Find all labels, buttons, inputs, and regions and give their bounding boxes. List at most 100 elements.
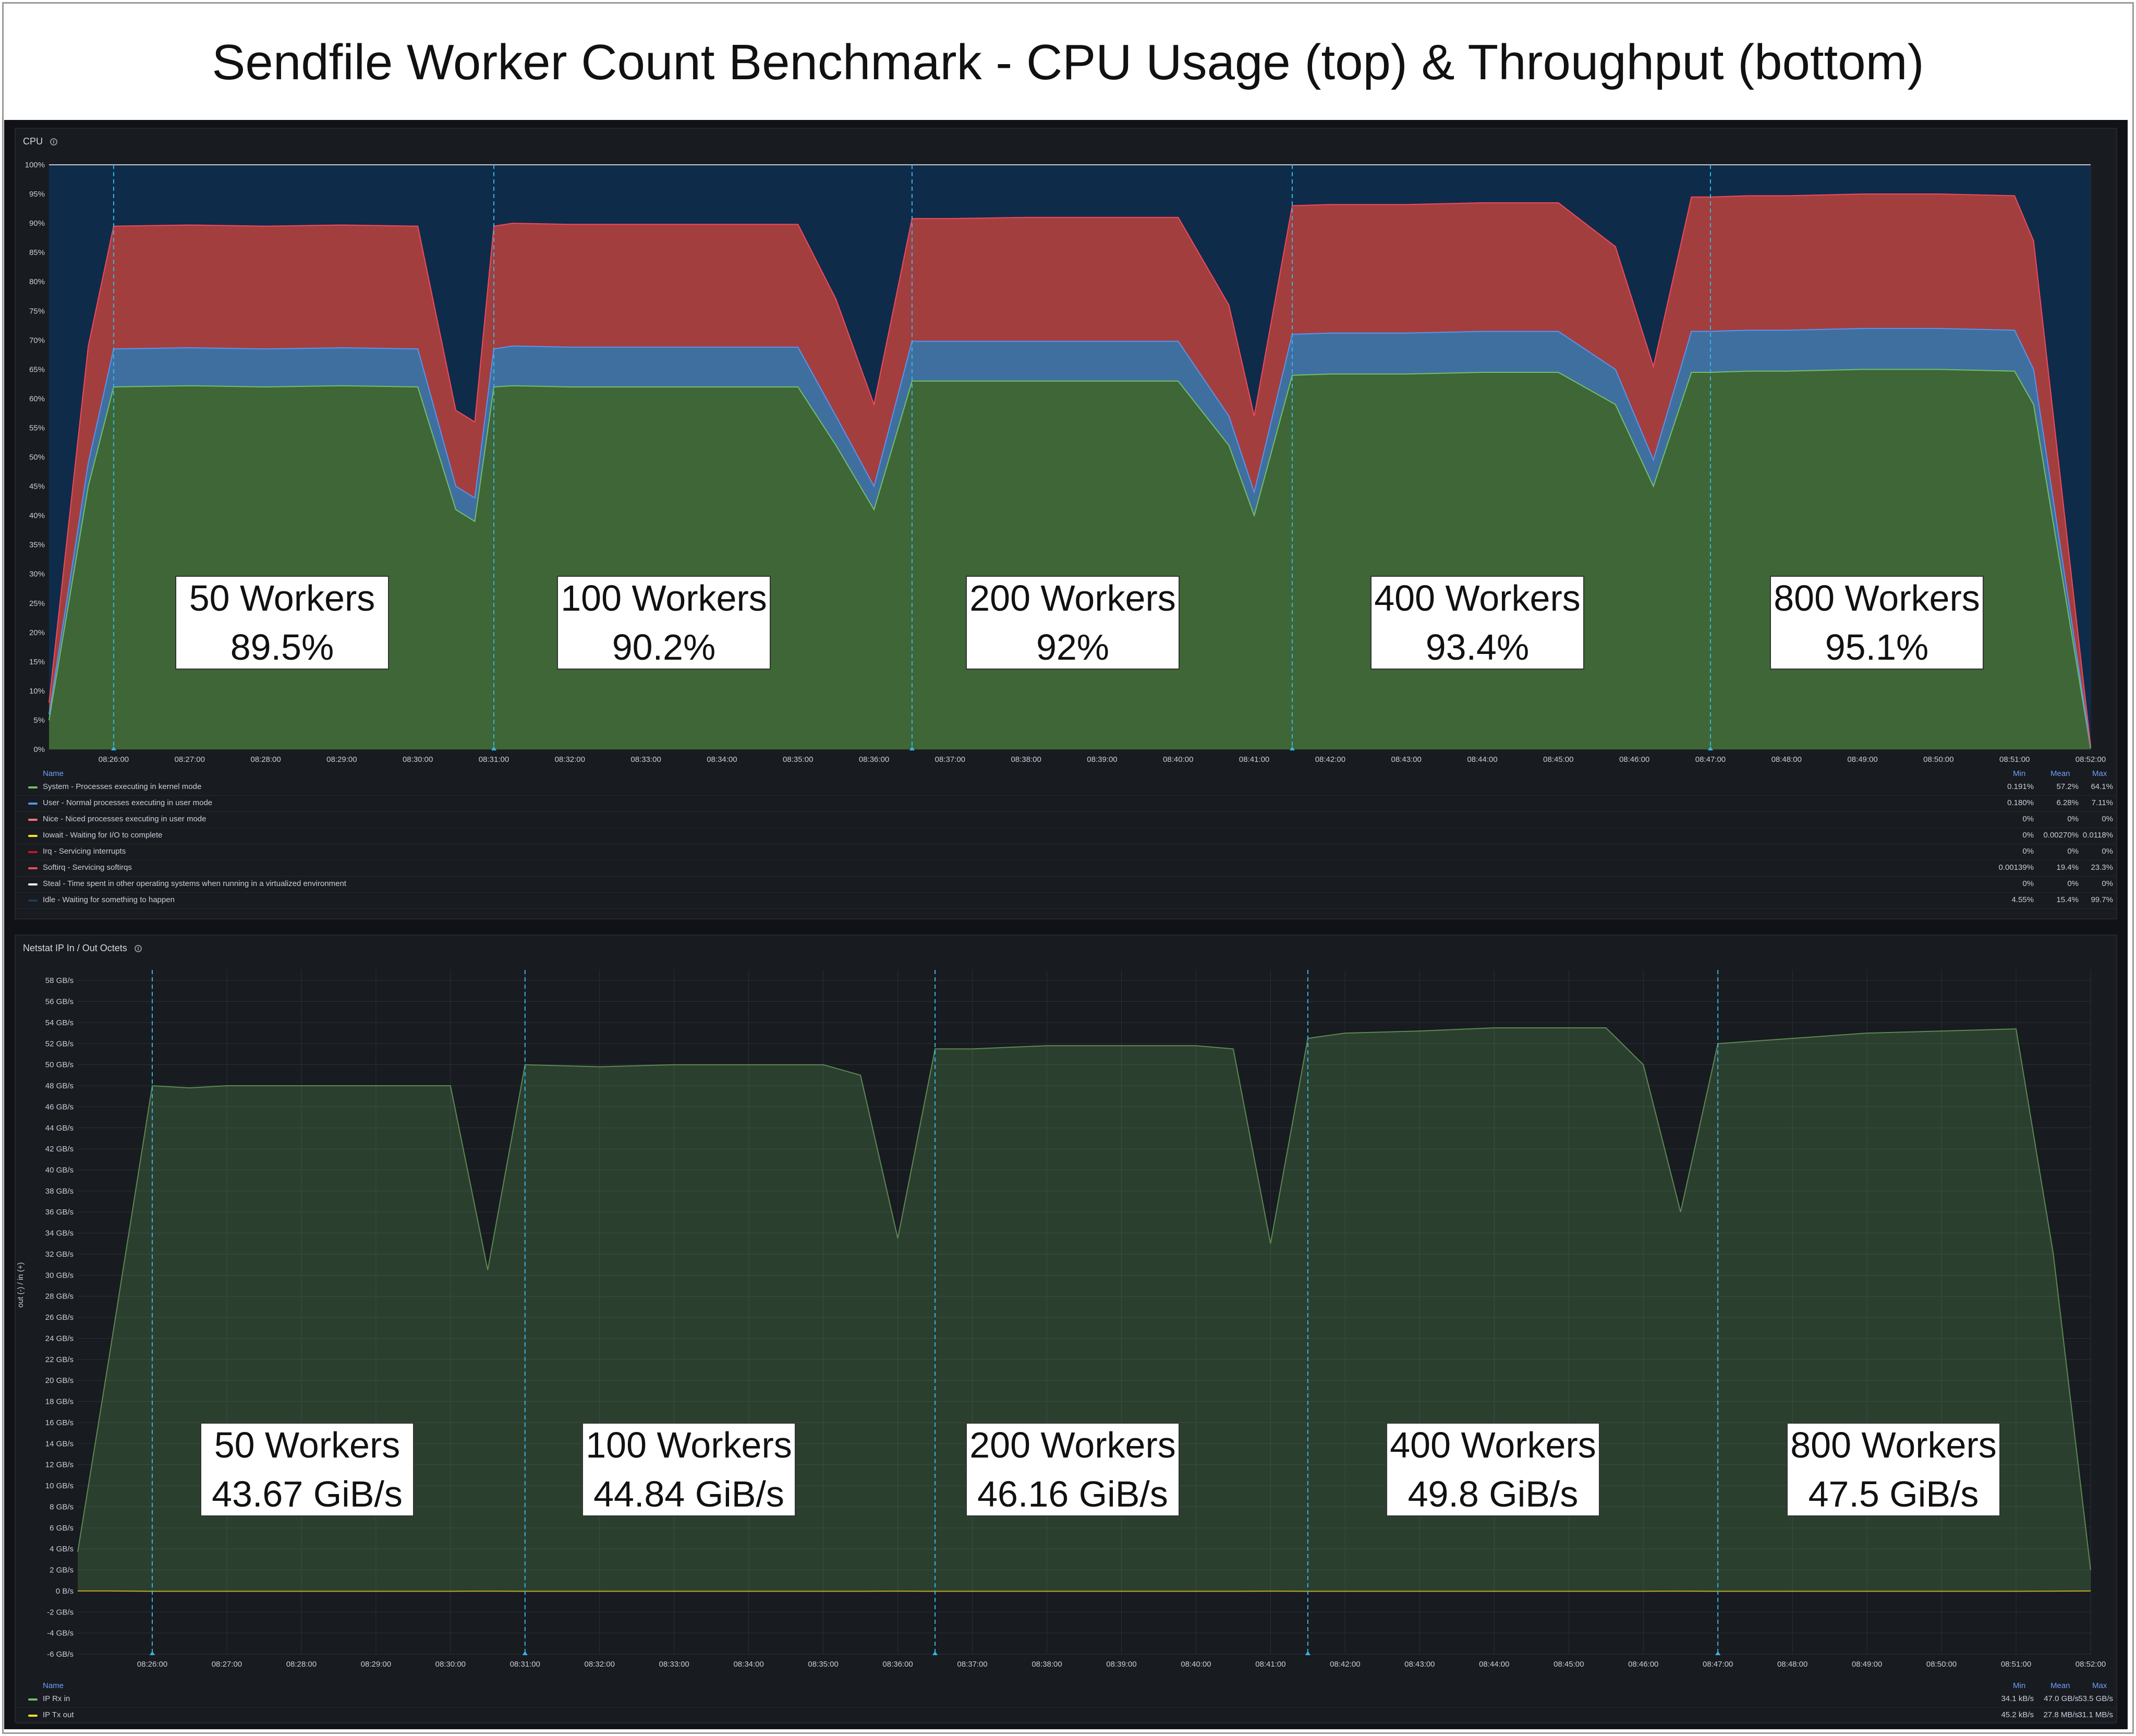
legend-item[interactable]: IP Rx in 34.1 kB/s 47.0 GB/s 53.5 GB/s: [16, 1692, 2116, 1708]
y-tick-label: 50%: [29, 453, 45, 462]
legend-item[interactable]: Irq - Servicing interrupts 0% 0% 0%: [16, 844, 2116, 860]
legend-label: Softirq - Servicing softirqs: [43, 863, 132, 872]
x-tick-label: 08:52:00: [2076, 755, 2106, 764]
x-tick-label: 08:39:00: [1087, 755, 1117, 764]
legend-mean-value: 0.00270%: [2043, 831, 2079, 840]
legend-item[interactable]: Softirq - Servicing softirqs 0.00139% 19.4…: [16, 860, 2116, 877]
legend-mean-header[interactable]: Mean: [2050, 1681, 2070, 1690]
series-line: [48, 327, 2091, 747]
y-tick-label: 34 GB/s: [45, 1229, 74, 1238]
legend-min-header[interactable]: Min: [2013, 1681, 2026, 1690]
cpu-panel-header[interactable]: CPU: [23, 136, 58, 147]
x-tick-label: 08:26:00: [99, 755, 129, 764]
legend-item[interactable]: Nice - Niced processes executing in user…: [16, 812, 2116, 828]
legend-mean-value: 47.0 GB/s: [2044, 1694, 2079, 1703]
legend-item[interactable]: System - Processes executing in kernel m…: [16, 780, 2116, 796]
y-tick-label: 22 GB/s: [45, 1355, 74, 1364]
figure-title: Sendfile Worker Count Benchmark - CPU Us…: [212, 34, 1924, 90]
x-tick-label: 08:51:00: [1999, 755, 2030, 764]
legend-min-header[interactable]: Min: [2013, 769, 2026, 778]
legend-max-header[interactable]: Max: [2092, 769, 2107, 778]
annotation-marker[interactable]: [1715, 1651, 1721, 1655]
legend-mean-value: 0%: [2067, 879, 2079, 888]
legend-item[interactable]: Iowait - Waiting for I/O to complete 0% 0.…: [16, 828, 2116, 844]
y-tick-label: 10%: [29, 687, 45, 696]
legend-max-header[interactable]: Max: [2092, 1681, 2107, 1690]
legend-min-value: 4.55%: [2011, 895, 2034, 904]
legend-item[interactable]: IP Tx out 45.2 kB/s 27.8 MB/s 31.1 MB/s: [16, 1708, 2116, 1724]
x-tick-label: 08:48:00: [1777, 1660, 1807, 1669]
legend-mean-value: 15.4%: [2056, 895, 2079, 904]
legend-label: IP Rx in: [43, 1694, 70, 1703]
x-tick-label: 08:36:00: [882, 1660, 913, 1669]
legend-swatch: [28, 835, 38, 837]
legend-name-header[interactable]: Name: [43, 1681, 64, 1690]
network-panel-header[interactable]: Netstat IP In / Out Octets: [23, 943, 142, 954]
legend-max-value: 0.0118%: [2082, 831, 2113, 840]
x-tick-label: 08:39:00: [1106, 1660, 1136, 1669]
legend-mean-value: 0%: [2067, 847, 2079, 856]
series-area: [49, 369, 2091, 749]
y-tick-label: 45%: [29, 482, 45, 491]
y-tick-label: -4 GB/s: [47, 1629, 74, 1638]
legend-swatch: [28, 803, 38, 805]
x-tick-label: 08:49:00: [1847, 755, 1877, 764]
x-tick-label: 08:47:00: [1695, 755, 1726, 764]
annotation-marker[interactable]: [491, 746, 496, 750]
series-area: [49, 165, 2091, 746]
y-tick-label: 90%: [29, 219, 45, 228]
legend-item[interactable]: Idle - Waiting for something to happen 4.…: [16, 893, 2116, 909]
x-tick-label: 08:29:00: [361, 1660, 391, 1669]
annotation-marker[interactable]: [909, 746, 915, 750]
y-tick-label: 30%: [29, 570, 45, 579]
legend-swatch: [28, 851, 38, 853]
network-panel: Netstat IP In / Out Octets -6 GB/s -4 GB/…: [15, 934, 2117, 1724]
cpu-panel-title: CPU: [23, 136, 43, 147]
legend-label: Nice - Niced processes executing in user…: [43, 815, 207, 823]
x-tick-label: 08:43:00: [1404, 1660, 1435, 1669]
annotation-marker[interactable]: [111, 746, 116, 750]
legend-name-header[interactable]: Name: [43, 769, 64, 778]
legend-label: Steal - Time spent in other operating sy…: [43, 879, 346, 888]
annotation-marker[interactable]: [1305, 1651, 1310, 1655]
callout-box: 50 Workers 43.67 GiB/s: [200, 1423, 414, 1516]
network-panel-title: Netstat IP In / Out Octets: [23, 943, 127, 953]
x-tick-label: 08:28:00: [250, 755, 281, 764]
info-icon[interactable]: [50, 138, 58, 145]
annotation-marker[interactable]: [932, 1651, 938, 1655]
x-tick-label: 08:35:00: [783, 755, 813, 764]
x-tick-label: 08:36:00: [859, 755, 889, 764]
x-tick-label: 08:27:00: [212, 1660, 242, 1669]
y-tick-label: 32 GB/s: [45, 1250, 74, 1259]
annotation-marker[interactable]: [1289, 746, 1295, 750]
legend-max-value: 0%: [2102, 847, 2113, 856]
legend-label: IP Tx out: [43, 1710, 74, 1719]
x-tick-label: 08:46:00: [1628, 1660, 1658, 1669]
network-chart: -6 GB/s -4 GB/s -2 GB/s 0 B/s 2 GB/s 4 GB/s 6 …: [16, 970, 2106, 1669]
y-tick-label: 35%: [29, 541, 45, 550]
callout-box: 800 Workers 95.1%: [1770, 576, 1984, 670]
callout-workers-label: 400 Workers: [1390, 1425, 1596, 1465]
legend-mean-header[interactable]: Mean: [2050, 769, 2070, 778]
legend-max-value: 0%: [2102, 879, 2113, 888]
info-icon[interactable]: [134, 944, 142, 952]
x-tick-label: 08:44:00: [1479, 1660, 1509, 1669]
callout-box: 200 Workers 92%: [966, 576, 1180, 670]
y-tick-label: 0 B/s: [56, 1587, 74, 1596]
y-tick-label: 60%: [29, 394, 45, 403]
annotation-marker[interactable]: [522, 1651, 528, 1655]
annotation-marker[interactable]: [149, 1651, 155, 1655]
legend-mean-value: 19.4%: [2056, 863, 2079, 872]
legend-max-value: 7.11%: [2091, 798, 2113, 807]
legend-max-value: 23.3%: [2091, 863, 2113, 872]
callout-value-label: 43.67 GiB/s: [212, 1474, 403, 1514]
x-tick-label: 08:28:00: [286, 1660, 317, 1669]
annotation-marker[interactable]: [1707, 746, 1713, 750]
legend-item[interactable]: User - Normal processes executing in use…: [16, 796, 2116, 812]
x-tick-label: 08:32:00: [585, 1660, 615, 1669]
legend-item[interactable]: Steal - Time spent in other operating sy…: [16, 877, 2116, 893]
callout-workers-label: 50 Workers: [214, 1425, 400, 1465]
callout-workers-label: 400 Workers: [1374, 578, 1581, 618]
x-tick-label: 08:41:00: [1239, 755, 1269, 764]
legend-min-value: 0%: [2022, 831, 2034, 840]
